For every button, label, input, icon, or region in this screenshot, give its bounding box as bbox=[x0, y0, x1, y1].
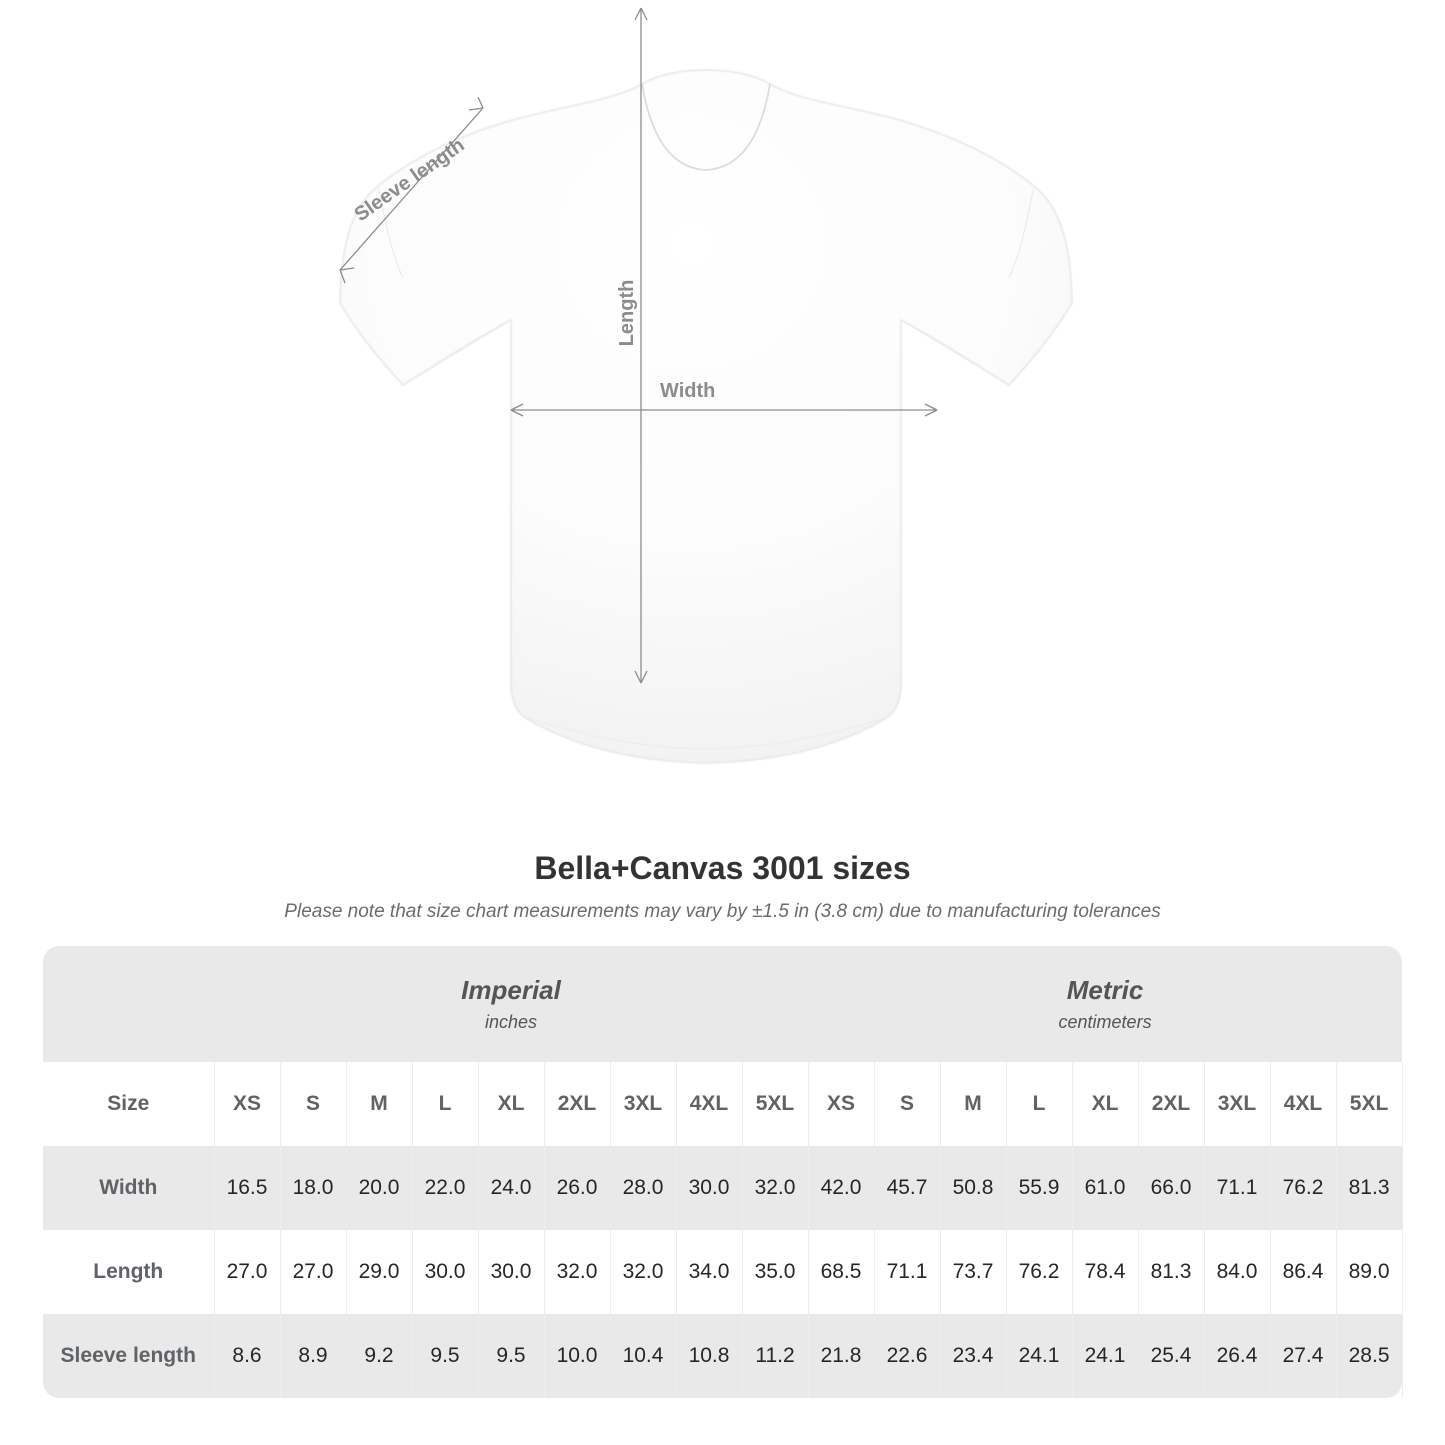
svg-text:Width: Width bbox=[660, 380, 715, 402]
svg-text:Length: Length bbox=[616, 280, 638, 347]
